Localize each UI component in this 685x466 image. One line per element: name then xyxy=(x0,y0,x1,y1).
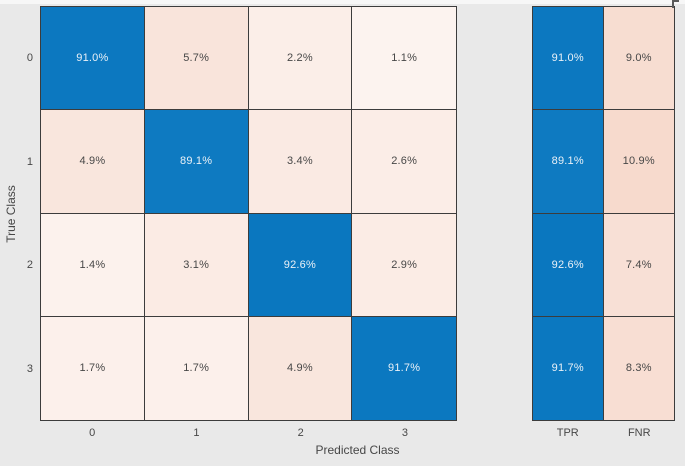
x-axis-label: Predicted Class xyxy=(315,443,400,457)
matrix-cell-r1c2: 3.4% xyxy=(248,110,353,214)
matrix-cell-r1c0: 4.9% xyxy=(41,110,145,214)
y-axis-label: True Class xyxy=(4,185,18,243)
y-tick-3: 3 xyxy=(26,363,33,376)
summary-tpr-r3: 91.7% xyxy=(533,316,604,420)
matrix-cell-r0c3: 1.1% xyxy=(352,7,456,111)
matrix-cell-r3c1: 1.7% xyxy=(144,316,249,420)
screen-artifact xyxy=(672,0,679,8)
matrix-cell-r2c3: 2.9% xyxy=(352,213,456,317)
matrix-cell-r3c3: 91.7% xyxy=(352,316,456,420)
x-tick-fnr: FNR xyxy=(627,427,651,439)
y-tick-2: 2 xyxy=(26,259,33,272)
summary-fnr-r2: 7.4% xyxy=(603,213,674,317)
summary-fnr-r3: 8.3% xyxy=(603,316,674,420)
summary-fnr-r1: 10.9% xyxy=(603,110,674,214)
x-tick-1: 1 xyxy=(193,427,200,439)
matrix-cell-r0c1: 5.7% xyxy=(144,7,249,111)
summary-fnr-r0: 9.0% xyxy=(603,7,674,111)
column-summary-grid: 91.0% 9.0% 89.1% 10.9% 92.6% 7.4% 91.7% 8.3% xyxy=(532,6,675,421)
matrix-cell-r0c0: 91.0% xyxy=(41,7,145,111)
summary-tpr-r2: 92.6% xyxy=(533,213,604,317)
x-tick-2: 2 xyxy=(297,427,304,439)
matrix-cell-r1c3: 2.6% xyxy=(352,110,456,214)
x-tick-0: 0 xyxy=(89,427,96,439)
matrix-cell-r1c1: 89.1% xyxy=(144,110,249,214)
y-tick-0: 0 xyxy=(26,51,33,64)
matrix-cell-r2c2: 92.6% xyxy=(248,213,353,317)
summary-tpr-r0: 91.0% xyxy=(533,7,604,111)
confusion-matrix-grid: 91.0% 5.7% 2.2% 1.1% 4.9% 89.1% 3.4% 2.6% 1.4% 3.… xyxy=(40,6,457,421)
x-tick-tpr: TPR xyxy=(556,427,579,439)
summary-tpr-r1: 89.1% xyxy=(533,110,604,214)
matrix-cell-r2c0: 1.4% xyxy=(41,213,145,317)
window-top-edge xyxy=(0,0,685,4)
matrix-cell-r3c2: 4.9% xyxy=(248,316,353,420)
x-tick-3: 3 xyxy=(401,427,408,439)
matrix-cell-r2c1: 3.1% xyxy=(144,213,249,317)
matrix-cell-r3c0: 1.7% xyxy=(41,316,145,420)
y-tick-1: 1 xyxy=(26,155,33,168)
matrix-cell-r0c2: 2.2% xyxy=(248,7,353,111)
